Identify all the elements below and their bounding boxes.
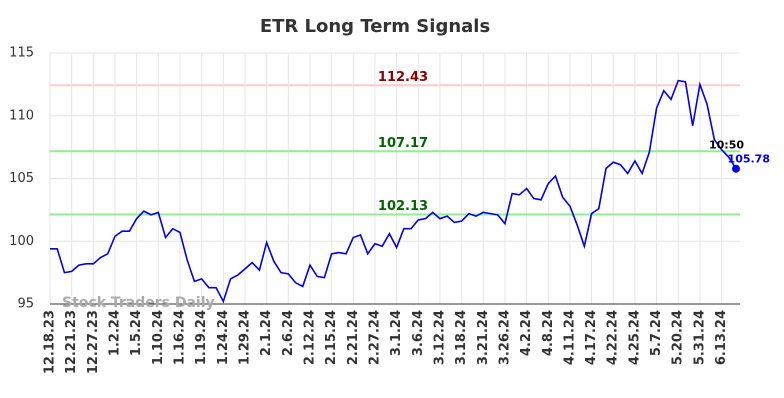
- x-tick-label: 2.6.24: [281, 310, 296, 356]
- x-tick-label: 12.27.23: [86, 310, 101, 374]
- chart-title: ETR Long Term Signals: [260, 16, 490, 37]
- x-tick-label: 4.17.24: [584, 310, 599, 365]
- x-tick-label: 12.21.23: [64, 310, 79, 374]
- x-tick-label: 2.27.24: [367, 310, 382, 365]
- x-tick-label: 3.6.24: [411, 310, 426, 356]
- x-tick-label: 5.7.24: [649, 310, 664, 356]
- x-tick-label: 3.12.24: [432, 310, 447, 365]
- x-tick-label: 5.31.24: [692, 310, 707, 365]
- x-tick-label: 3.18.24: [454, 310, 469, 365]
- x-tick-label: 4.25.24: [627, 310, 642, 365]
- last-point: [732, 164, 740, 173]
- x-tick-label: 4.8.24: [541, 310, 556, 356]
- x-tick-label: 3.21.24: [476, 310, 491, 365]
- x-tick-label: 4.11.24: [562, 310, 577, 365]
- x-tick-label: 4.2.24: [519, 310, 534, 356]
- y-tick-label: 110: [9, 108, 34, 123]
- x-tick-label: 2.15.24: [324, 310, 339, 365]
- x-tick-label: 12.18.23: [43, 310, 58, 374]
- last-time: 10:50: [709, 139, 744, 152]
- last-value: 105.78: [728, 153, 770, 166]
- x-tick-label: 2.1.24: [259, 310, 274, 356]
- x-tick-label: 5.20.24: [671, 310, 686, 365]
- reference-label: 112.43: [378, 70, 428, 85]
- x-tick-label: 2.21.24: [346, 310, 361, 365]
- x-tick-label: 3.26.24: [497, 310, 512, 365]
- x-tick-label: 1.19.24: [194, 310, 209, 365]
- watermark: Stock Traders Daily: [62, 295, 215, 311]
- x-tick-label: 1.16.24: [172, 310, 187, 365]
- y-tick-label: 100: [9, 234, 34, 249]
- x-tick-label: 3.1.24: [389, 310, 404, 356]
- reference-label: 102.13: [378, 199, 428, 214]
- y-tick-label: 115: [9, 46, 34, 61]
- reference-label: 107.17: [378, 136, 428, 151]
- price-line: [50, 79, 737, 304]
- x-tick-label: 1.10.24: [151, 310, 166, 365]
- x-tick-label: 4.22.24: [606, 310, 621, 365]
- y-tick-label: 105: [9, 171, 34, 186]
- x-tick-label: 1.24.24: [216, 310, 231, 365]
- x-tick-label: 1.29.24: [237, 310, 252, 365]
- y-tick-label: 95: [17, 297, 34, 312]
- x-tick-label: 6.13.24: [714, 310, 729, 365]
- x-tick-label: 2.12.24: [302, 310, 317, 365]
- x-tick-label: 1.5.24: [129, 310, 144, 356]
- x-tick-label: 1.2.24: [107, 310, 122, 356]
